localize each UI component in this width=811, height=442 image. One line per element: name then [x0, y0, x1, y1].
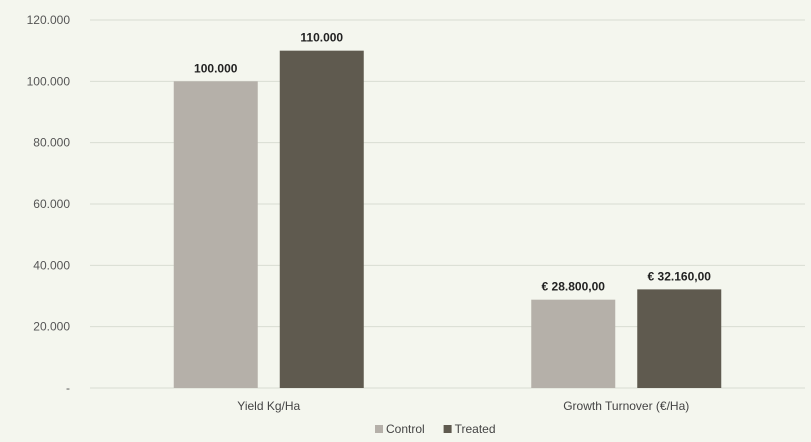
y-tick-label: 100.000: [27, 74, 71, 88]
legend-swatch-control: [375, 425, 383, 433]
x-category-label: Growth Turnover (€/Ha): [563, 399, 689, 413]
data-label: 100.000: [194, 61, 238, 75]
bar-control-1: [531, 299, 616, 388]
data-label: 110.000: [300, 31, 343, 45]
legend-label-treated: Treated: [455, 422, 496, 436]
y-tick-label: 60.000: [33, 197, 70, 211]
bars: [173, 50, 722, 389]
y-tick-label: 80.000: [33, 136, 70, 150]
x-axis-categories: Yield Kg/Ha Growth Turnover (€/Ha): [237, 399, 689, 413]
bar-treated-0: [279, 50, 364, 389]
legend-label-control: Control: [386, 422, 425, 436]
data-labels: 100.000 110.000 € 28.800,00 € 32.160,00: [194, 31, 711, 294]
y-tick-label: 120.000: [27, 13, 71, 27]
legend-swatch-treated: [443, 425, 452, 433]
y-axis-ticks: - 20.000 40.000 60.000 80.000 100.000 120.000: [27, 13, 71, 395]
x-category-label: Yield Kg/Ha: [237, 399, 300, 413]
legend: Control Treated: [375, 422, 496, 436]
y-tick-label: -: [66, 381, 70, 395]
bar-control-0: [173, 81, 258, 388]
data-label: € 28.800,00: [542, 280, 606, 294]
bar-treated-1: [637, 289, 722, 388]
data-label: € 32.160,00: [648, 269, 712, 283]
y-tick-label: 20.000: [33, 320, 70, 334]
y-tick-label: 40.000: [33, 258, 70, 272]
